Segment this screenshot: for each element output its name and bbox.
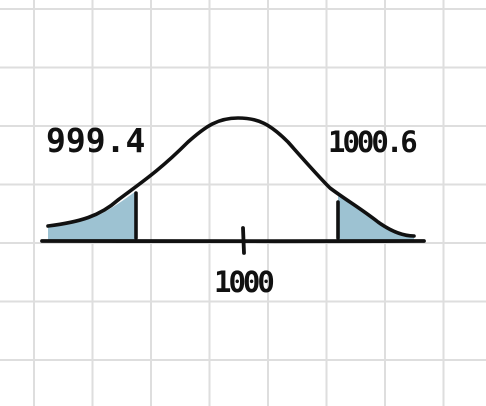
right-cutoff-label: 1000.6 xyxy=(328,125,418,159)
horizontal-axis xyxy=(40,238,426,244)
left-cutoff-label: 999.4 xyxy=(46,121,146,160)
bell-curve xyxy=(46,116,416,238)
center-tick xyxy=(241,226,246,255)
center-value-label: 1000 xyxy=(214,265,275,299)
left-tail-shading xyxy=(48,191,136,240)
